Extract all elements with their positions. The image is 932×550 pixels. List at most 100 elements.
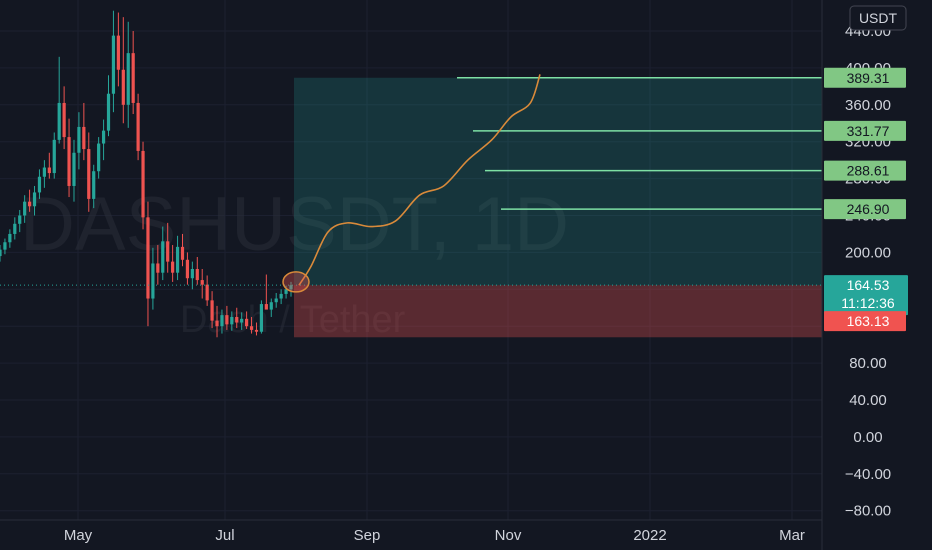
candle-body [126,53,130,105]
candle [146,201,150,327]
projection-curve[interactable] [298,74,541,286]
candle [175,235,180,281]
description-watermark: Dash / Tether [180,299,406,341]
target-tag-bg [824,160,906,181]
candle-body [171,261,175,273]
candle-body [240,318,244,323]
price-tick-label: −80.00 [845,503,891,520]
candle [8,229,12,248]
candle-body [146,217,150,299]
price-tags: 389.31331.77288.61246.90164.5311:12:3616… [824,67,908,332]
target-tag-text: 246.90 [847,201,890,217]
candle [136,93,140,161]
loss-zone [294,285,822,338]
candle [240,312,244,330]
candle [289,281,293,297]
candle-body [47,167,51,174]
candle [92,164,96,209]
time-tick-label: Mar [779,527,805,544]
candle-body [101,130,106,144]
candle [259,300,264,334]
candle-body [175,246,180,273]
candle [57,56,61,144]
candle [106,75,111,137]
candle-body [180,246,185,260]
candle-body [121,69,125,105]
candle-body [3,242,7,250]
candle [249,316,254,334]
target-tag-bg [824,120,906,141]
candle-body [254,329,259,332]
candle-body [220,315,224,327]
price-tick-label: 80.00 [849,355,887,372]
price-tick-label: 360.00 [845,97,891,114]
candle-body [249,326,254,330]
position-tool[interactable] [294,77,822,338]
currency-badge[interactable]: USDT [849,5,907,31]
candle-body [62,102,66,138]
candle-body [156,263,160,273]
candle-body [116,35,120,70]
candle [166,222,170,273]
candle [62,86,66,150]
candle [32,185,37,216]
target-price-tag: 246.90 [824,199,906,220]
time-tick-label: Nov [495,527,522,544]
candle [37,169,42,199]
candle-body [195,269,199,281]
candle-body [136,102,140,151]
candle-body [225,315,229,325]
candle-body [141,150,145,218]
candle-body [161,241,165,273]
candle-body [37,176,42,193]
stop-tag-text: 163.13 [847,313,890,329]
candle-body [0,249,2,257]
target-lines[interactable] [457,77,822,210]
candle [161,226,165,281]
time-tick-label: Jul [215,527,234,544]
candle [23,195,27,223]
candle-body [18,215,22,224]
target-tag-text: 389.31 [847,70,890,86]
candle-body [151,263,155,299]
price-tick-label: 0.00 [853,429,882,446]
candle [254,322,259,336]
target-tag-bg [824,67,906,88]
candle [27,189,32,212]
stop-tag-bg [824,311,906,332]
candle [3,238,7,255]
candle-body [274,298,278,303]
candle [42,160,46,188]
symbol-watermark: DASHUSDT, 1D [20,182,569,267]
price-tick-label: −40.00 [845,466,891,483]
entry-circle-marker[interactable] [282,271,310,293]
candle-body [259,304,264,332]
last-price-value: 164.53 [847,277,890,293]
candle-body [77,126,81,153]
candle-body [87,149,91,199]
candle-body [32,192,37,207]
candle [205,275,209,306]
price-tick-label: 40.00 [849,392,887,409]
target-price-tag: 389.31 [824,67,906,88]
candle [141,141,145,230]
candle [264,274,268,310]
candle [67,118,71,198]
candle-body [210,300,214,321]
candle [126,21,130,128]
candle-body [205,284,209,301]
candle-body [235,316,239,323]
candle-body [230,316,234,325]
candle [47,152,51,179]
candle [72,139,76,202]
candle-body [245,318,249,327]
last-price-tag: 164.53 11:12:36 [824,275,908,316]
candle [77,112,81,170]
candle-body [264,304,268,310]
candle [97,137,101,179]
candle [195,257,199,285]
target-tag-bg [824,199,906,220]
time-axis[interactable]: May Jul Sep Nov 2022 Mar [64,527,805,544]
candle [230,311,234,331]
